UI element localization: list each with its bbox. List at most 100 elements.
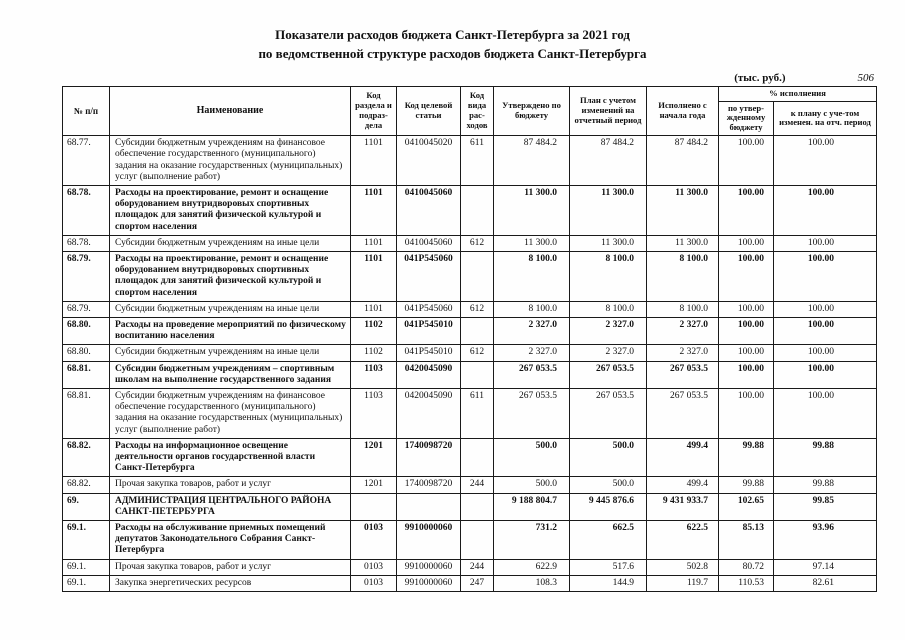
cell-article: 041P545060 — [396, 300, 461, 319]
cell-approved: 8 100.0 — [493, 251, 570, 302]
cell-executed: 8 100.0 — [646, 251, 719, 302]
cell-article: 1740098720 — [396, 476, 461, 494]
cell-approved: 731.2 — [493, 520, 570, 560]
cell-pct_budget: 102.65 — [718, 492, 774, 522]
table-row: 68.78. Расходы на проектирование, ремонт … — [62, 185, 878, 236]
cell-article: 041P545010 — [396, 317, 461, 346]
cell-section: 1101 — [350, 251, 397, 302]
cell-pct_budget: 100.00 — [718, 317, 774, 346]
header-plan: План с учетом изменений на отчетный пери… — [569, 85, 647, 137]
cell-num: 68.79. — [62, 251, 110, 302]
cell-plan: 8 100.0 — [569, 300, 647, 319]
cell-name: АДМИНИСТРАЦИЯ ЦЕНТРАЛЬНОГО РАЙОНА САНКТ-… — [109, 492, 351, 522]
cell-article: 0420045090 — [396, 388, 461, 439]
cell-plan: 2 327.0 — [569, 317, 647, 346]
table-row: 68.82. Расходы на информационное освещени… — [62, 437, 878, 478]
cell-approved: 11 300.0 — [493, 185, 570, 236]
cell-article: 0410045060 — [396, 185, 461, 236]
table-row: 68.79. Субсидии бюджетным учреждениям на … — [62, 300, 878, 319]
cell-section: 1101 — [350, 234, 397, 253]
cell-type — [460, 492, 494, 522]
cell-num: 68.82. — [62, 476, 110, 494]
cell-article: 041P545010 — [396, 344, 461, 362]
cell-section: 1101 — [350, 135, 397, 186]
cell-plan: 11 300.0 — [569, 185, 647, 236]
cell-pct_plan: 100.00 — [772, 344, 878, 362]
cell-approved: 11 300.0 — [493, 234, 570, 253]
cell-num: 69.1. — [62, 520, 110, 560]
cell-num: 68.81. — [62, 388, 110, 439]
cell-type — [460, 520, 494, 560]
cell-num: 68.82. — [62, 437, 110, 478]
header-pct-plan: к плану с уче-том изменен. на отч. перио… — [772, 100, 878, 137]
cell-type — [460, 317, 494, 346]
cell-section: 1103 — [350, 388, 397, 439]
cell-pct_budget: 100.00 — [718, 185, 774, 236]
cell-type: 612 — [460, 344, 494, 362]
meta-row: (тыс. руб.) 506 — [62, 72, 876, 84]
cell-section: 0103 — [350, 558, 397, 576]
table-header: № п/п Наименование Код раздела и подраз-… — [62, 85, 878, 137]
cell-section: 1102 — [350, 344, 397, 362]
cell-pct_budget: 100.00 — [718, 135, 774, 186]
table-row: 69.1. Закупка энергетических ресурсов 0103… — [62, 574, 878, 593]
cell-plan: 267 053.5 — [569, 360, 647, 390]
cell-pct_plan: 99.85 — [772, 492, 878, 522]
cell-name: Расходы на проведение мероприятий по физ… — [109, 317, 351, 346]
cell-plan: 2 327.0 — [569, 344, 647, 362]
document-content: (тыс. руб.) 506 № п/п Наименование — [62, 72, 878, 593]
cell-pct_plan: 100.00 — [772, 251, 878, 302]
cell-approved: 267 053.5 — [493, 360, 570, 390]
cell-pct_budget: 100.00 — [718, 388, 774, 439]
cell-section: 1201 — [350, 437, 397, 478]
cell-pct_budget: 99.88 — [718, 437, 774, 478]
cell-name: Закупка энергетических ресурсов — [109, 574, 351, 593]
cell-article: 9910000060 — [396, 558, 461, 576]
cell-executed: 87 484.2 — [646, 135, 719, 186]
cell-pct_plan: 93.96 — [772, 520, 878, 560]
title-line-2: по ведомственной структуре расходов бюдж… — [258, 45, 647, 61]
cell-type — [460, 437, 494, 478]
header-article-code: Код целевой статьи — [396, 85, 461, 137]
cell-article: 0410045020 — [396, 135, 461, 186]
header-pct-group: % исполнения — [717, 85, 878, 102]
cell-approved: 500.0 — [493, 437, 570, 478]
cell-approved: 87 484.2 — [493, 135, 570, 186]
cell-num: 68.77. — [62, 135, 110, 186]
table-row: 68.82. Прочая закупка товаров, работ и ус… — [62, 476, 878, 494]
header-approved: Утверждено по бюджету — [493, 85, 570, 137]
table-row: 69.1. Расходы на обслуживание приемных по… — [62, 520, 878, 560]
cell-approved: 2 327.0 — [493, 344, 570, 362]
cell-pct_budget: 80.72 — [718, 558, 774, 576]
cell-plan: 9 445 876.6 — [569, 492, 647, 522]
cell-pct_plan: 100.00 — [772, 135, 878, 186]
cell-section — [350, 492, 397, 522]
document-title: Показатели расходов бюджета Санкт-Петерб… — [0, 0, 905, 64]
cell-pct_plan: 100.00 — [772, 388, 878, 439]
header-section-code: Код раздела и подраз-дела — [350, 85, 397, 137]
cell-num: 68.79. — [62, 300, 110, 319]
cell-pct_plan: 99.88 — [772, 476, 878, 494]
cell-num: 68.78. — [62, 234, 110, 253]
cell-plan: 517.6 — [569, 558, 647, 576]
cell-name: Субсидии бюджетным учреждениям – спортив… — [109, 360, 351, 390]
cell-name: Субсидии бюджетным учреждениям на иные ц… — [109, 300, 351, 319]
budget-table: № п/п Наименование Код раздела и подраз-… — [62, 85, 878, 593]
cell-pct_plan: 82.61 — [772, 574, 878, 593]
cell-approved: 8 100.0 — [493, 300, 570, 319]
cell-plan: 8 100.0 — [569, 251, 647, 302]
cell-article: 9910000060 — [396, 520, 461, 560]
cell-executed: 9 431 933.7 — [646, 492, 719, 522]
cell-executed: 499.4 — [646, 476, 719, 494]
cell-name: Прочая закупка товаров, работ и услуг — [109, 476, 351, 494]
cell-num: 69. — [62, 492, 110, 522]
cell-plan: 11 300.0 — [569, 234, 647, 253]
cell-type — [460, 251, 494, 302]
cell-num: 69.1. — [62, 574, 110, 593]
cell-pct_budget: 110.53 — [718, 574, 774, 593]
cell-num: 69.1. — [62, 558, 110, 576]
cell-type: 612 — [460, 300, 494, 319]
cell-plan: 500.0 — [569, 437, 647, 478]
table-row: 68.78. Субсидии бюджетным учреждениям на … — [62, 234, 878, 253]
cell-executed: 267 053.5 — [646, 388, 719, 439]
